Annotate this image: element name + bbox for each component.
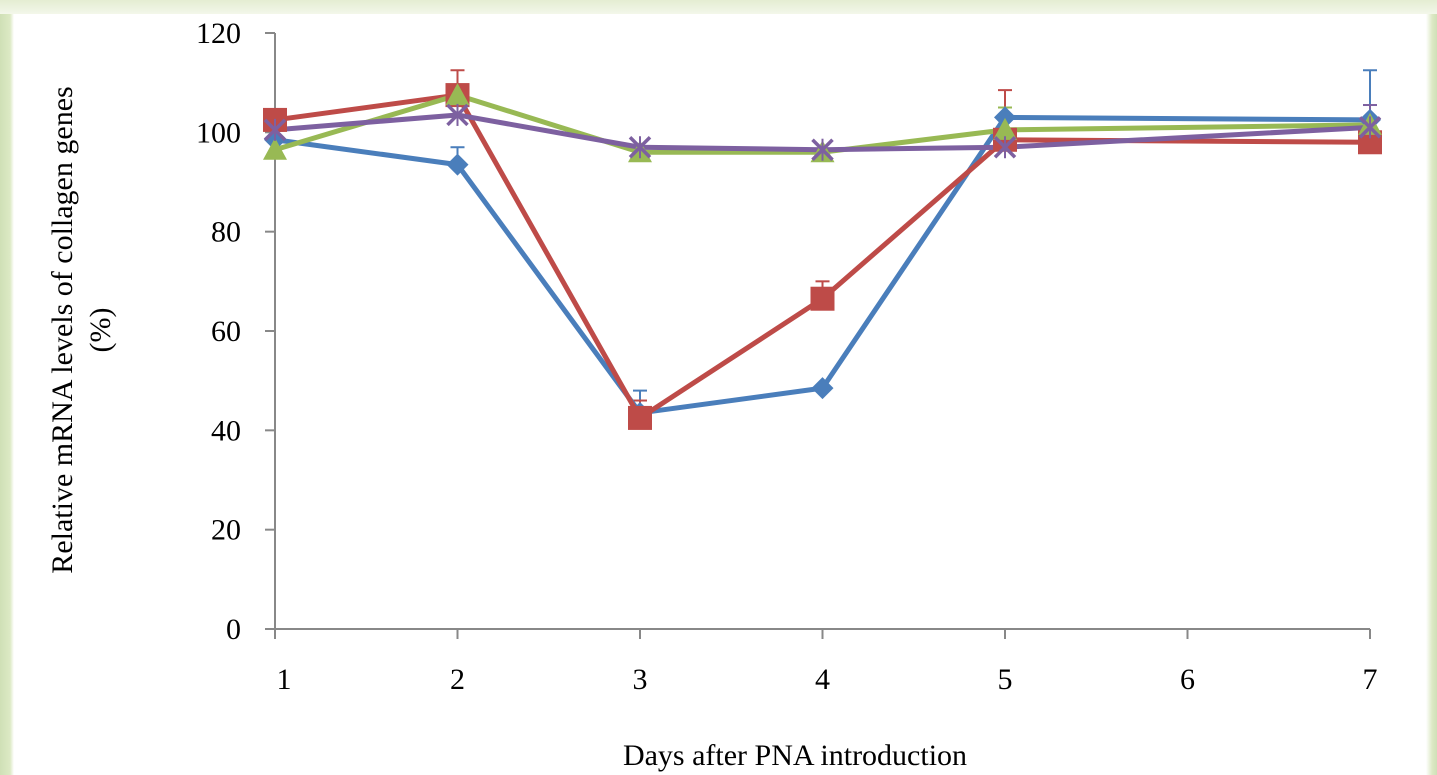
y-axis-title-unit: (%) (84, 308, 117, 353)
x-axis-ticks: 1 2 3 4 5 6 7 (274, 629, 1378, 696)
x-tick-label: 4 (815, 663, 830, 696)
series-markers (263, 83, 1382, 430)
series-4-point (263, 118, 287, 142)
x-axis-title: Days after PNA introduction (623, 739, 967, 772)
series-3-point (263, 137, 287, 160)
chart-axes (274, 33, 1370, 630)
series-2-point (810, 286, 835, 311)
series-1-point (446, 153, 469, 176)
series-1-point (994, 106, 1016, 129)
series-line-3 (274, 92, 1371, 155)
series-lines (274, 92, 1371, 421)
y-tick-label: 60 (211, 315, 241, 348)
y-axis-title: Relative mRNA levels of collagen genes (46, 86, 79, 573)
series-4-point (811, 138, 834, 161)
error-bars (450, 69, 1377, 418)
x-tick-label: 1 (277, 663, 292, 696)
y-axis-ticks: 0 20 40 60 80 100 120 (196, 17, 275, 646)
series-3-point (445, 83, 470, 106)
series-1-point (811, 377, 834, 400)
series-4-point (446, 103, 469, 127)
x-tick-label: 5 (998, 663, 1013, 696)
y-tick-label: 80 (211, 216, 241, 249)
y-tick-label: 100 (196, 116, 241, 149)
y-tick-label: 0 (226, 613, 241, 646)
y-tick-label: 40 (211, 414, 241, 447)
slide-top-band (0, 0, 1437, 14)
series-line-1 (274, 114, 1371, 416)
series-line-2 (274, 92, 1371, 421)
series-2-point (628, 405, 652, 430)
x-tick-label: 2 (450, 663, 465, 696)
y-tick-label: 20 (211, 514, 241, 547)
x-tick-label: 7 (1363, 663, 1378, 696)
series-4-point (1358, 116, 1382, 139)
x-tick-label: 3 (633, 663, 648, 696)
y-tick-label: 120 (196, 17, 241, 50)
series-3-point (993, 117, 1017, 140)
series-line-4 (274, 112, 1371, 153)
series-4-point (628, 135, 652, 159)
x-tick-label: 6 (1180, 663, 1195, 696)
series-4-point (993, 135, 1017, 159)
